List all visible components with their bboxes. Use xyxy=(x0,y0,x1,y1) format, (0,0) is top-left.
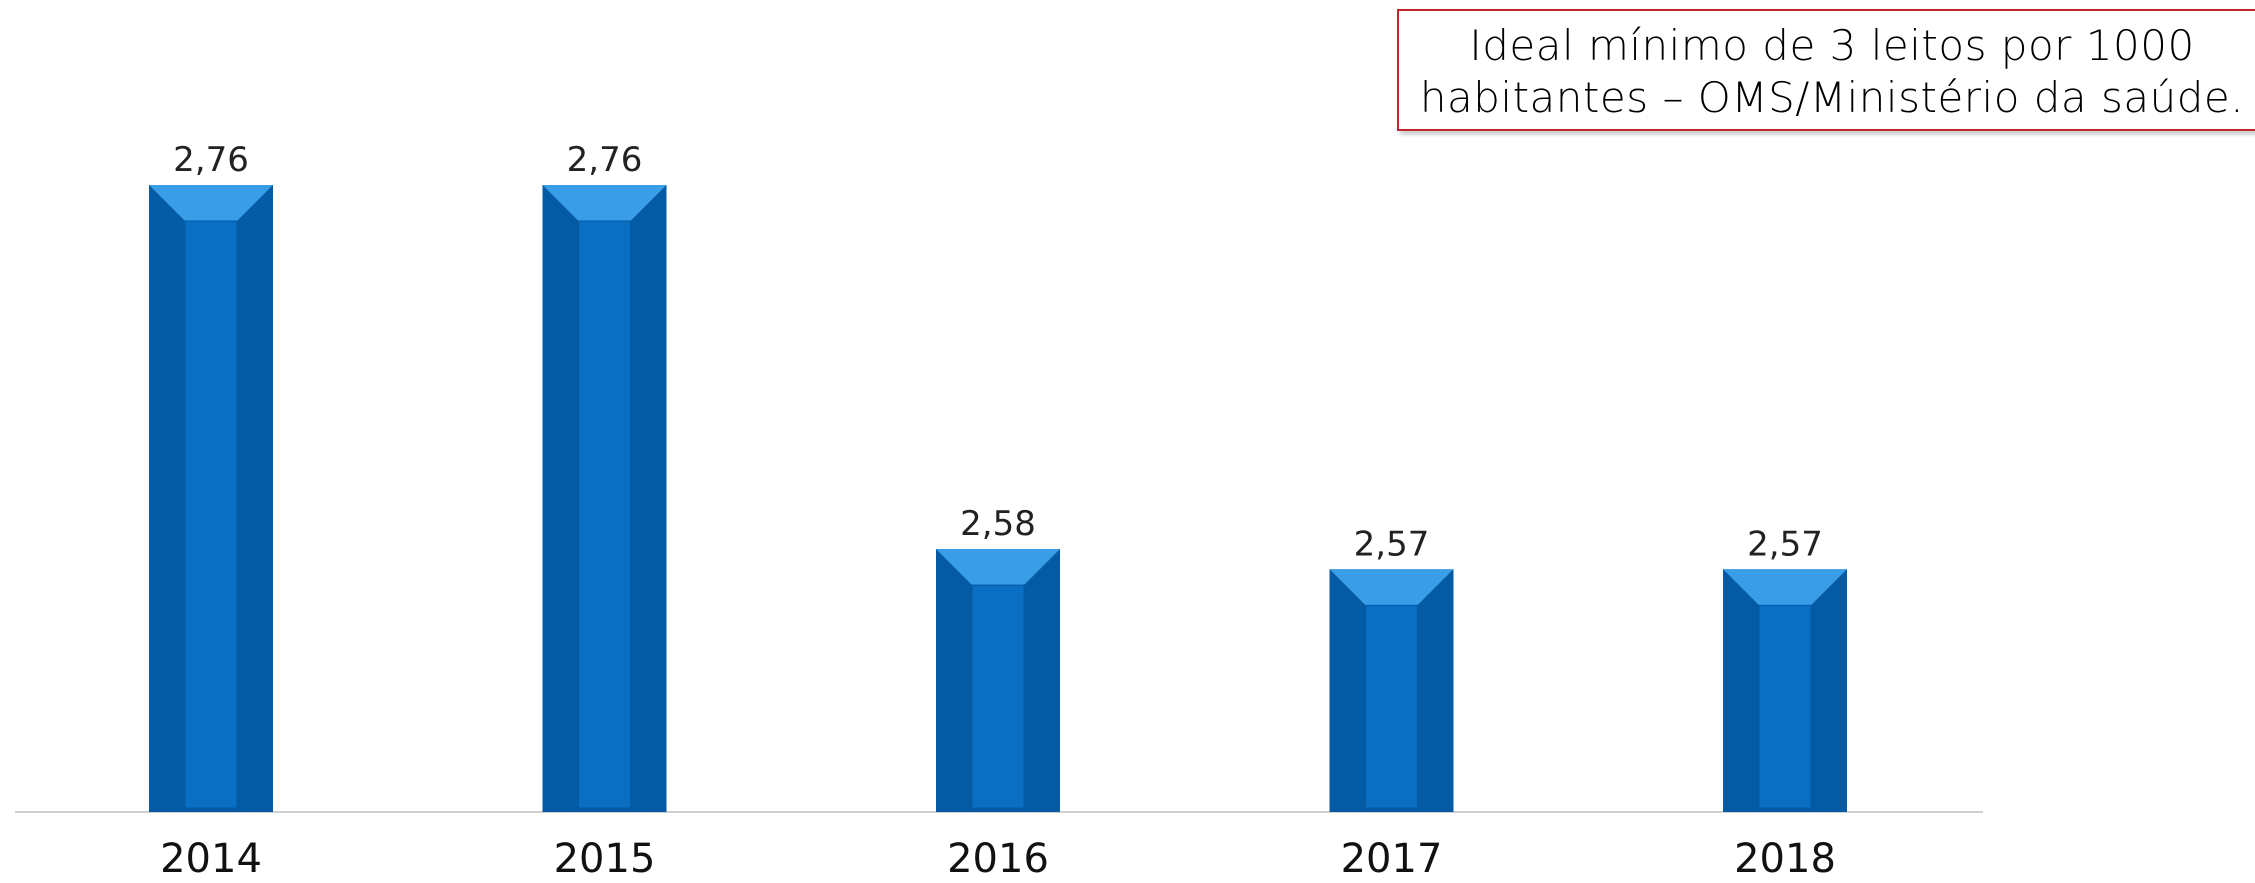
data-label: 2,57 xyxy=(1354,524,1430,564)
bar-bevel-top xyxy=(149,185,273,221)
bar-bevel-right xyxy=(1417,569,1454,812)
bar-face xyxy=(184,220,238,809)
x-tick-label: 2016 xyxy=(947,836,1049,882)
bar-bevel-left xyxy=(149,185,185,812)
annotation-text: Ideal mínimo de 3 leitos por 1000 habita… xyxy=(1419,21,2245,122)
x-tick-label: 2017 xyxy=(1341,836,1443,882)
bar-bevel-left xyxy=(1723,569,1759,812)
data-label: 2,57 xyxy=(1747,524,1823,564)
bar-bevel-left xyxy=(936,549,972,812)
bar-2015 xyxy=(542,185,667,812)
bar-bevel-top xyxy=(936,549,1060,586)
bar-face xyxy=(971,584,1025,809)
bar-2016 xyxy=(936,549,1060,812)
bar-bevel-top xyxy=(1723,569,1847,606)
bar-face xyxy=(1758,604,1812,809)
bar-bevel-right xyxy=(630,185,667,812)
data-label: 2,58 xyxy=(960,504,1036,544)
bar-bevel-top xyxy=(542,185,667,221)
bar-2018 xyxy=(1723,569,1847,812)
bar-bevel-top xyxy=(1329,569,1454,606)
data-label: 2,76 xyxy=(173,140,249,180)
x-tick-label: 2018 xyxy=(1734,836,1836,882)
bar-bevel-left xyxy=(542,185,579,812)
data-labels-group: 2,76 2,76 2,58 2,57 2,57 xyxy=(173,140,1823,564)
bar-bevel-bottom xyxy=(1329,808,1454,812)
bar-bevel-right xyxy=(1024,549,1060,812)
bar-bevel-right xyxy=(1811,569,1847,812)
bar-2014 xyxy=(149,185,273,812)
x-tick-label: 2015 xyxy=(554,836,656,882)
data-label: 2,76 xyxy=(567,140,643,180)
bar-bevel-right xyxy=(237,185,273,812)
annotation-box xyxy=(1397,9,2255,131)
bar-bevel-bottom xyxy=(1723,808,1847,812)
bar-2017 xyxy=(1329,569,1454,812)
bars-group xyxy=(149,185,1847,812)
bar-bevel-bottom xyxy=(149,808,273,812)
tick-labels-group: 2014 2015 2016 2017 2018 xyxy=(160,836,1836,882)
bar-bevel-bottom xyxy=(542,808,667,812)
bar-bevel-bottom xyxy=(936,808,1060,812)
bar-face xyxy=(1365,604,1418,809)
bar-face xyxy=(578,220,631,809)
bar-bevel-left xyxy=(1329,569,1366,812)
x-tick-label: 2014 xyxy=(160,836,262,882)
